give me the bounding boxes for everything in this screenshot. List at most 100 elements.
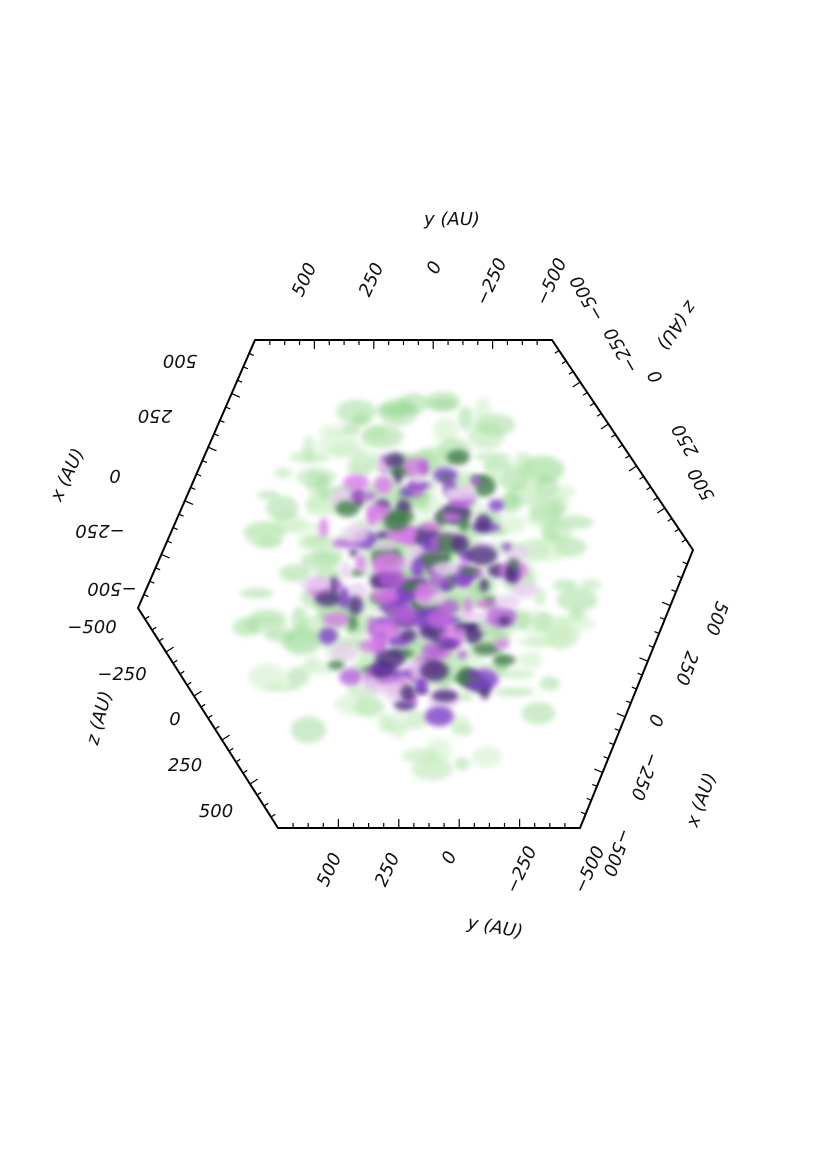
tick [221, 734, 230, 741]
core-blob [504, 566, 516, 583]
gas-blob [365, 426, 388, 440]
tick [656, 507, 666, 514]
gas-blob [244, 521, 286, 548]
tick [202, 460, 208, 464]
tick [214, 725, 220, 730]
tick [580, 811, 586, 815]
tick [143, 594, 149, 598]
core-blob [373, 551, 405, 573]
core-blob [430, 536, 439, 552]
tick-label: 0 [423, 258, 447, 277]
gas-blob [266, 495, 299, 521]
gas-blob [305, 498, 319, 516]
core-blob [412, 474, 425, 484]
gas-blob [483, 462, 499, 481]
core-blob [488, 499, 505, 512]
core-blob [384, 452, 405, 469]
core-blob [466, 545, 498, 566]
axis-title: y (AU) [465, 912, 525, 943]
axis-title: x (AU) [46, 445, 89, 505]
tick [193, 690, 202, 697]
core-blob [457, 650, 468, 660]
core-blob [431, 561, 460, 576]
core-blob [349, 491, 377, 501]
gas-blob [542, 522, 572, 544]
core-blob [343, 523, 369, 543]
tick [639, 476, 644, 480]
core-blob [348, 614, 358, 631]
tick [676, 575, 682, 579]
gas-blob [404, 710, 428, 730]
tick [172, 659, 178, 664]
core-blob [399, 486, 414, 498]
gas-blob [458, 692, 474, 702]
tick [592, 783, 598, 787]
core-blob [383, 512, 409, 532]
tick [149, 580, 155, 584]
gas-blob [554, 615, 595, 633]
core-blob [372, 542, 397, 551]
tick [243, 366, 249, 370]
gas-blob [501, 493, 520, 510]
tick [596, 413, 602, 417]
gas-blob [533, 537, 570, 562]
core-blob [421, 642, 447, 658]
gas-blob [474, 397, 492, 424]
gas-blob [471, 746, 502, 768]
tick [674, 528, 680, 533]
gas-blob [378, 712, 393, 733]
gas-blob [473, 452, 512, 461]
gas-blob [521, 702, 556, 725]
gas-blob [312, 547, 344, 564]
tick-label: 0 [169, 709, 180, 730]
tick-label: 250 [138, 405, 172, 426]
gas-blob [425, 391, 461, 412]
core-blob [348, 582, 368, 601]
tick [172, 527, 178, 531]
tick [614, 728, 620, 732]
core-blob [440, 580, 451, 592]
tick [648, 644, 654, 648]
tick [554, 350, 560, 354]
gas-blob [288, 451, 331, 464]
core-blob [349, 569, 365, 577]
tick-label: −250 [75, 520, 124, 541]
tick [256, 791, 262, 796]
core-blob [374, 475, 393, 495]
gas-blob [290, 716, 327, 744]
gas-blob [336, 399, 377, 424]
gas-blob [494, 687, 535, 697]
tick [155, 567, 161, 571]
tick-label: 500 [163, 350, 197, 371]
core-blob [419, 522, 443, 532]
tick [582, 392, 588, 396]
core-blob [497, 616, 511, 626]
tick [270, 813, 276, 818]
tick [231, 393, 241, 398]
tick [200, 703, 206, 708]
tick [161, 553, 170, 559]
gas-blob [556, 588, 598, 612]
core-blob [458, 483, 477, 497]
tick-label: −250 [502, 843, 542, 897]
core-blob [446, 449, 470, 466]
core-blob [329, 642, 358, 662]
core-blob [415, 676, 427, 695]
core-blob [375, 531, 388, 540]
tick [631, 686, 637, 690]
tick-label: 250 [671, 648, 702, 687]
core-blob [458, 567, 480, 576]
tick [207, 714, 213, 719]
tick [654, 630, 660, 634]
tick-label: −500 [87, 578, 136, 599]
core-blob [343, 474, 370, 492]
core-blob [451, 535, 469, 554]
volume-render [232, 391, 601, 781]
tick [637, 672, 643, 676]
tick-label: 250 [168, 755, 202, 776]
tick-marks [143, 340, 688, 828]
core-blob [452, 675, 481, 683]
tick-label: 250 [668, 420, 703, 460]
gas-blob [448, 652, 484, 670]
core-blob [472, 642, 501, 656]
